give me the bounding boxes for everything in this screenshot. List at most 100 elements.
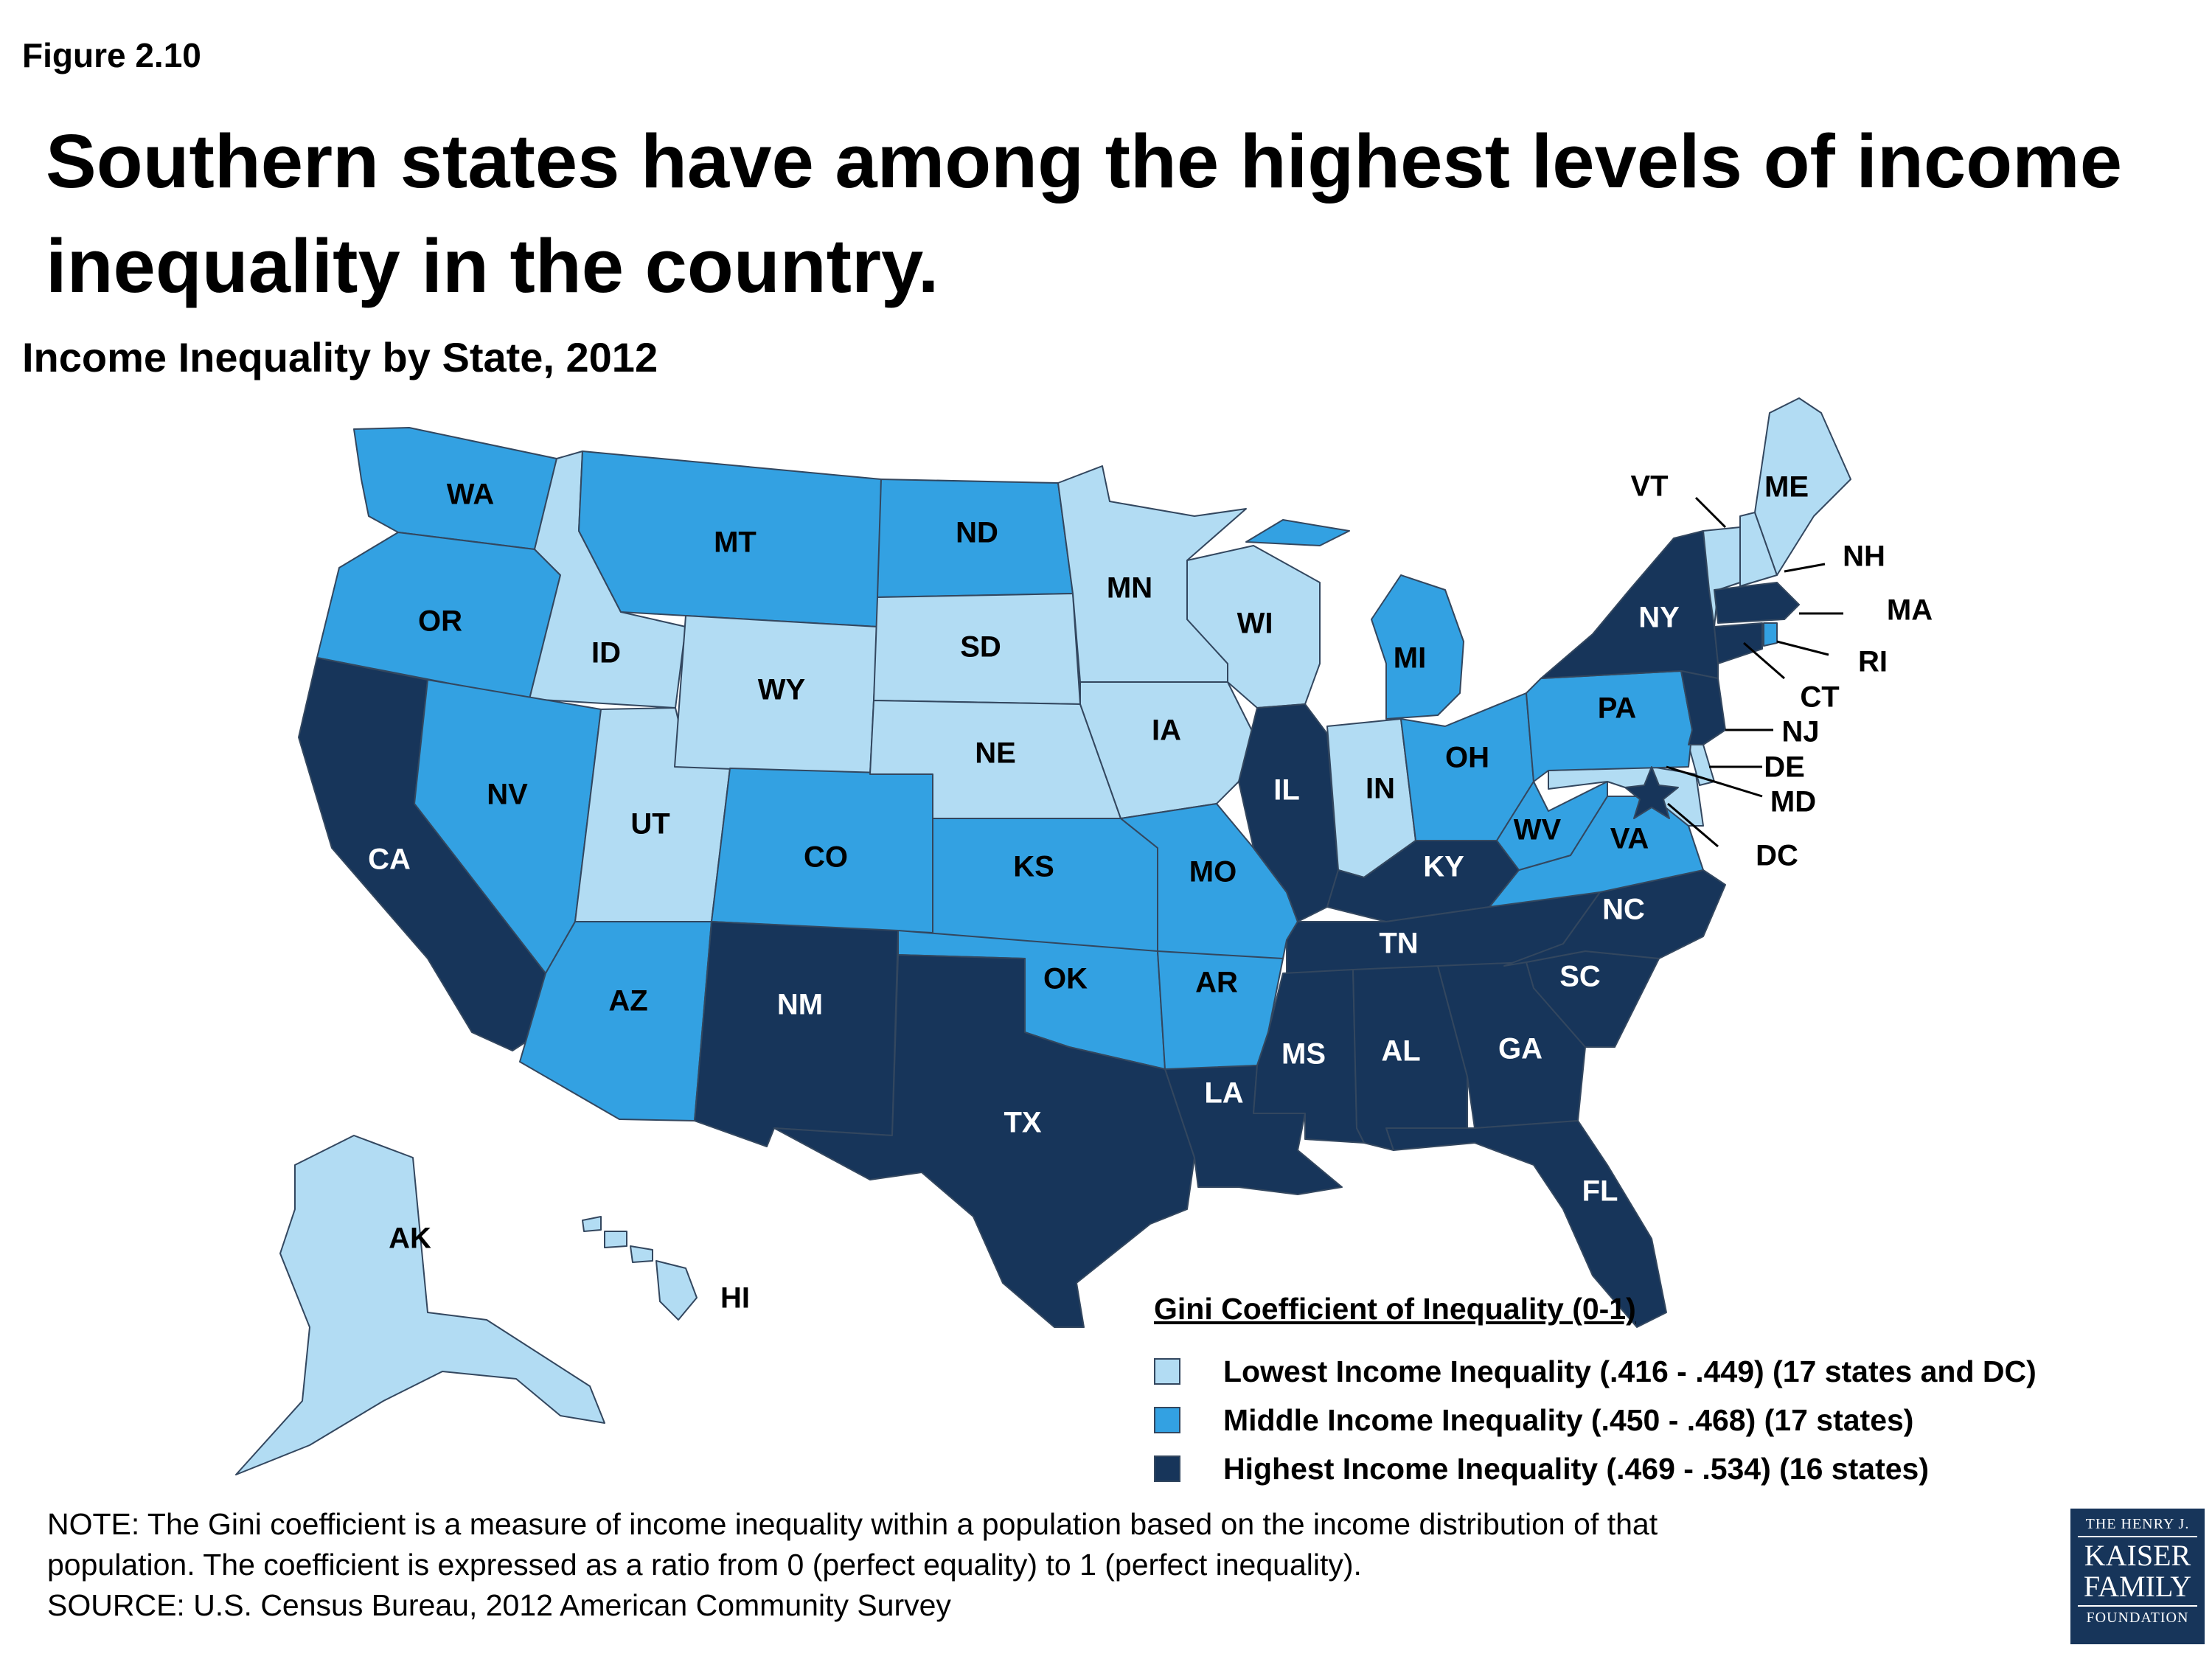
state-label-DE: DE [1764,751,1805,784]
state-NY [1540,530,1719,679]
state-NJ [1680,670,1726,745]
state-label-UT: UT [630,808,669,841]
logo-line: THE HENRY J. [2085,1516,2190,1532]
state-label-ME: ME [1764,471,1809,504]
state-MD [1548,766,1704,827]
state-label-MA: MA [1887,594,1933,627]
leader-MD [1666,765,1763,798]
state-label-AK: AK [389,1222,431,1255]
headline: Southern states have among the highest l… [46,119,2123,308]
state-label-AR: AR [1195,967,1238,999]
state-NC [1503,869,1726,967]
state-CT [1714,622,1763,664]
legend-item-middle: Middle Income Inequality (.450 - .468) (… [1154,1402,1913,1438]
state-label-PA: PA [1598,692,1637,725]
subtitle: Income Inequality by State, 2012 [22,334,658,380]
state-label-FL: FL [1582,1175,1618,1208]
leader-RI [1776,640,1829,656]
state-label-RI: RI [1858,646,1888,678]
kff-logo: THE HENRY J. KAISER FAMILY FOUNDATION [2070,1509,2205,1644]
state-IA [1079,681,1258,819]
legend-label-lowest: Lowest Income Inequality (.416 - .449) (… [1223,1354,2037,1388]
state-label-MI: MI [1394,642,1426,675]
figure-label: Figure 2.10 [22,36,201,74]
legend-title: Gini Coefficient of Inequality (0-1) [1154,1292,1636,1326]
state-label-NC: NC [1602,894,1645,926]
state-label-IN: IN [1366,773,1395,805]
state-label-AZ: AZ [608,985,647,1018]
note-block: NOTE: The Gini coefficient is a measure … [47,1504,1994,1626]
state-label-MT: MT [714,526,757,559]
state-label-SD: SD [960,631,1001,664]
state-label-VA: VA [1610,823,1649,855]
state-label-HI: HI [720,1282,750,1315]
leader-CT [1743,641,1785,680]
state-label-WY: WY [758,674,806,706]
state-label-NV: NV [487,779,528,811]
logo-line: FAMILY [2083,1570,2192,1603]
state-MI [1245,519,1464,720]
state-HI [582,1216,698,1321]
legend-swatch-highest [1154,1455,1180,1482]
state-label-NH: NH [1843,540,1885,573]
state-label-AL: AL [1381,1035,1420,1068]
leader-VT [1694,496,1727,529]
source-line: SOURCE: U.S. Census Bureau, 2012 America… [47,1588,951,1622]
state-label-NJ: NJ [1781,716,1819,748]
state-TX [773,954,1195,1328]
state-label-CT: CT [1800,681,1839,714]
state-label-IL: IL [1273,774,1300,807]
legend-swatch-lowest [1154,1358,1180,1385]
note-line: population. The coefficient is expressed… [47,1548,1362,1582]
state-labels: WA OR CA ID NV UT AZ MT WY CO NM ND SD N… [368,470,1933,1315]
state-PA [1526,670,1693,782]
state-label-CO: CO [804,841,848,874]
state-label-MD: MD [1770,786,1816,818]
state-label-GA: GA [1498,1033,1543,1065]
state-MA [1714,582,1800,624]
state-IL [1238,703,1339,922]
state-label-DC: DC [1756,840,1798,872]
state-WV [1496,781,1608,871]
state-label-TX: TX [1004,1107,1041,1139]
state-label-TN: TN [1379,928,1418,960]
legend-label-middle: Middle Income Inequality (.450 - .468) (… [1223,1402,1914,1437]
state-ME [1754,397,1851,576]
legend-swatch-middle [1154,1407,1180,1433]
legend-label-highest: Highest Income Inequality (.469 - .534) … [1223,1451,1929,1486]
leader-NH [1784,563,1826,573]
state-label-WV: WV [1514,814,1562,846]
state-DC [1624,766,1679,819]
state-label-MN: MN [1107,572,1152,605]
state-label-MO: MO [1189,856,1237,888]
state-label-NY: NY [1638,602,1680,634]
state-label-KS: KS [1013,851,1054,883]
state-label-MS: MS [1281,1038,1326,1071]
logo-line: KAISER [2084,1539,2191,1572]
note-line: NOTE: The Gini coefficient is a measure … [47,1507,1658,1541]
logo-line: FOUNDATION [2086,1610,2189,1626]
state-RI [1763,622,1778,647]
state-label-OH: OH [1445,742,1489,774]
state-FL [1385,1120,1667,1328]
state-label-OR: OR [418,605,462,638]
state-label-SC: SC [1559,961,1601,993]
state-label-NM: NM [777,989,823,1021]
legend-item-highest: Highest Income Inequality (.469 - .534) … [1154,1451,1929,1486]
state-label-IA: IA [1152,714,1181,747]
state-label-ID: ID [591,637,621,669]
leader-DC [1667,802,1719,848]
state-label-OK: OK [1043,963,1088,995]
state-KS [932,818,1158,952]
state-label-NE: NE [975,737,1016,770]
state-label-LA: LA [1204,1077,1243,1110]
state-label-ND: ND [956,517,998,549]
state-label-VT: VT [1630,470,1668,503]
state-label-CA: CA [368,844,411,876]
legend-item-lowest: Lowest Income Inequality (.416 - .449) (… [1154,1354,2037,1389]
state-AK [235,1135,605,1475]
state-label-WI: WI [1237,608,1273,640]
state-label-WA: WA [447,479,494,511]
state-NM [694,921,899,1147]
